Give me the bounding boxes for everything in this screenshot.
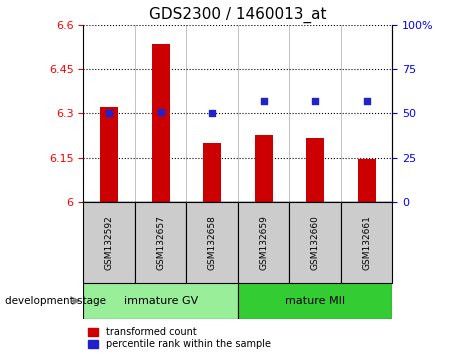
Bar [238, 283, 392, 319]
Point [363, 98, 370, 104]
Text: mature MII: mature MII [285, 296, 345, 306]
Text: GSM132658: GSM132658 [207, 215, 216, 270]
Title: GDS2300 / 1460013_at: GDS2300 / 1460013_at [149, 7, 327, 23]
Bar [238, 202, 290, 283]
Bar [152, 44, 170, 202]
Point [208, 110, 216, 116]
Bar [358, 159, 376, 202]
Text: GSM132660: GSM132660 [311, 215, 320, 270]
Text: development stage: development stage [5, 296, 106, 306]
Text: GSM132592: GSM132592 [105, 215, 114, 270]
Bar [100, 107, 118, 202]
Point [260, 98, 267, 104]
Bar [83, 283, 238, 319]
Text: GSM132657: GSM132657 [156, 215, 165, 270]
Bar [186, 202, 238, 283]
Bar [306, 138, 324, 202]
Bar [290, 202, 341, 283]
Bar [135, 202, 186, 283]
Text: immature GV: immature GV [124, 296, 198, 306]
Text: GSM132659: GSM132659 [259, 215, 268, 270]
Bar [255, 136, 273, 202]
Bar [341, 202, 392, 283]
Point [106, 110, 113, 116]
Text: GSM132661: GSM132661 [362, 215, 371, 270]
Legend: transformed count, percentile rank within the sample: transformed count, percentile rank withi… [88, 327, 271, 349]
Point [157, 109, 164, 114]
Point [312, 98, 319, 104]
Bar [203, 143, 221, 202]
Bar [83, 202, 135, 283]
